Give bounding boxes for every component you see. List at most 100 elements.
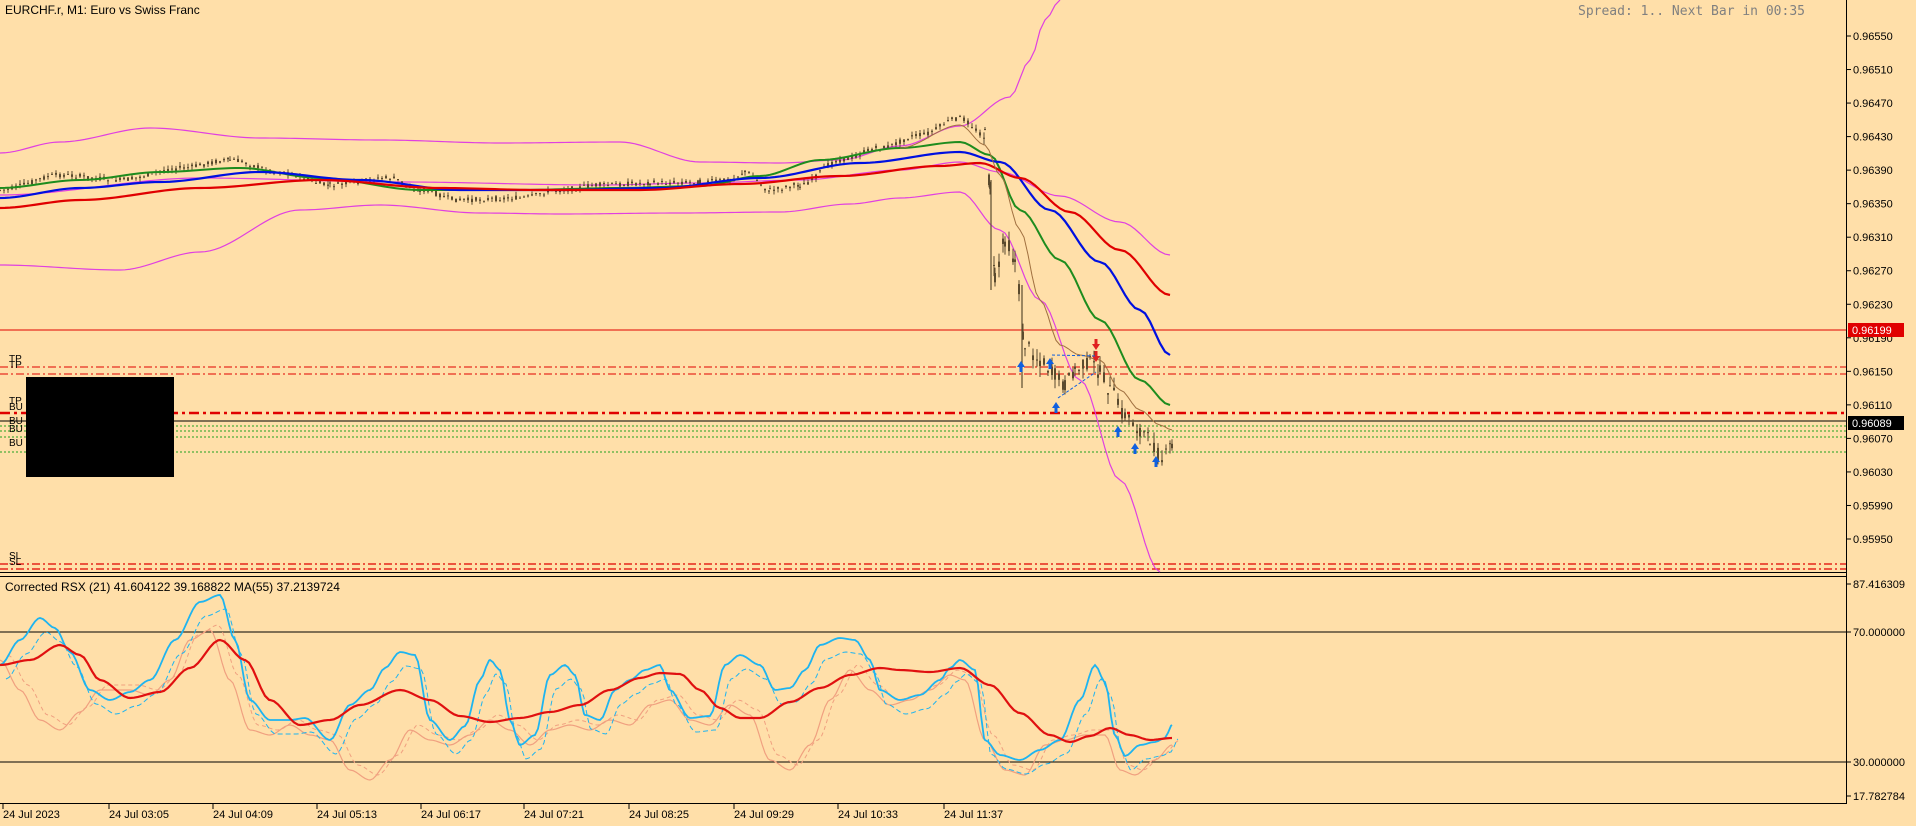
candle-body [685,180,687,183]
candle-body [635,183,637,186]
candle-body [459,198,461,201]
candle-body [261,167,263,169]
candle-body [471,198,473,203]
candle-body [327,184,329,186]
price-tick-label: 0.96230 [1853,299,1893,311]
candle-body [1086,358,1088,370]
current-bid-tag [1848,416,1904,430]
candle-body [975,128,977,131]
candle-body [39,178,41,180]
candle-body [319,181,321,184]
candle-body [179,165,181,168]
rsx-tick-label: 70.000000 [1853,627,1905,639]
middle-band-line [0,161,1171,256]
candle-body [951,117,953,119]
candle-body [789,186,791,189]
candle-body [643,184,645,186]
price-tick-label: 0.96430 [1853,132,1893,144]
candle-body [988,174,990,186]
candle-body [843,157,845,162]
candle-body [647,181,649,186]
candle-body [103,176,105,178]
candle-body [781,189,783,191]
ma-blue-line [0,150,1171,356]
candle-body [323,182,325,186]
candle-body [27,182,29,184]
trade-label-bu: BU [9,402,23,413]
candle-body [455,198,457,203]
rsx-tick-label: 87.416309 [1853,579,1905,591]
candle-body [249,166,251,168]
buy-arrow-icon [1017,361,1025,372]
candle-body [615,183,617,185]
candle-body [803,182,805,185]
candle-body [215,159,217,164]
candle-body [867,148,869,151]
candle-body [1039,360,1041,367]
candle-body [23,182,25,185]
candle-body [955,117,957,121]
candle-body [87,176,89,180]
candle-body [799,186,801,188]
candle-body [599,182,601,186]
time-tick-label: 24 Jul 08:25 [629,809,689,821]
candle-body [1022,331,1024,340]
candle-body [75,177,77,179]
candle-body [203,164,205,167]
rsx-signal-line [7,624,1181,776]
rsx-signal-line-blue [5,608,1179,775]
candle-body [531,194,533,196]
candle-body [1062,381,1064,390]
candle-body [171,168,173,170]
candle-body [681,181,683,185]
candle-body [515,195,517,200]
candle-body [7,188,9,190]
candle-body [447,195,449,197]
candle-body [661,181,663,183]
candle-body [123,177,125,180]
candle-body [1068,372,1070,376]
candle-body [851,155,853,159]
candle-body [543,194,545,196]
candle-body [333,186,335,188]
candle-body [760,184,762,186]
candle-body [43,176,45,180]
candle-body [768,190,770,192]
candle-body [307,177,309,180]
time-tick-label: 24 Jul 05:13 [317,809,377,821]
candle-body [677,182,679,184]
candle-body [241,160,243,162]
candle-body [907,139,909,141]
price-tick-label: 0.96270 [1853,266,1893,278]
candle-body [707,180,709,183]
trade-level-lines [0,329,1846,763]
candle-body [381,177,383,179]
candle-body [859,155,861,157]
candle-body [451,196,453,200]
candle-body [191,164,193,167]
candle-body [931,130,933,132]
candle-body [737,176,739,178]
candle-body [55,172,57,175]
candle-body [439,193,441,198]
trade-label-bu: BU [9,438,23,449]
candle-body [891,143,893,145]
candle-body [719,179,721,181]
candle-body [1099,365,1101,372]
buy-arrow-icon [1052,402,1060,413]
price-tick-label: 0.96470 [1853,98,1893,110]
candle-body [967,120,969,125]
candle-body [483,201,485,203]
candle-body [984,129,986,131]
candle-body [748,171,750,173]
candle-body [1165,448,1167,450]
candle-body [1072,371,1074,379]
candle-body [337,182,339,184]
candle-body [211,161,213,165]
candle-body [59,174,61,178]
candle-body [237,158,239,162]
candle-body [143,176,145,178]
price-tick-label: 0.96390 [1853,165,1893,177]
candle-body [993,264,995,266]
